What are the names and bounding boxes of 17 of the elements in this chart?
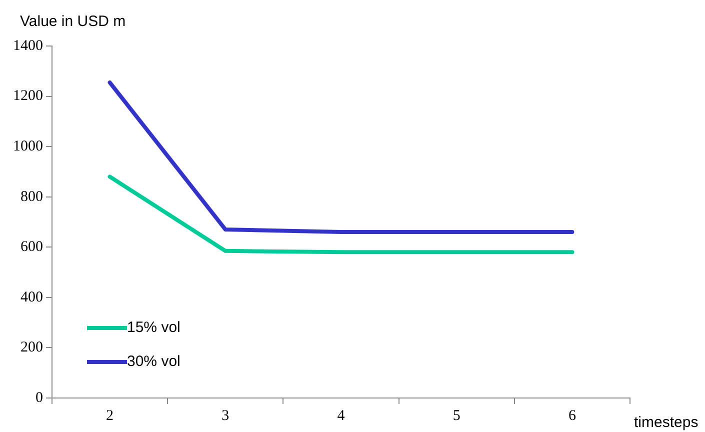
y-tick-label: 600 [20,239,43,256]
legend-label: 30% vol [127,353,180,370]
y-tick-label: 1400 [13,38,43,54]
y-tick-label: 0 [36,390,43,406]
y-tick-label: 800 [20,188,43,205]
y-tick-label: 200 [20,340,43,356]
y-tick-label: 1000 [13,138,43,155]
x-tick-label: 3 [222,408,230,424]
y-axis-title: Value in USD m [20,13,126,30]
x-tick-label: 4 [337,408,346,424]
x-axis-title: timesteps [634,414,698,432]
y-tick-label: 1200 [13,88,43,104]
x-tick-label: 2 [106,408,114,424]
legend-label: 15% vol [127,319,180,336]
x-tick-label: 5 [452,408,460,424]
y-tick-label: 400 [20,289,43,306]
x-tick-label: 6 [568,408,576,424]
